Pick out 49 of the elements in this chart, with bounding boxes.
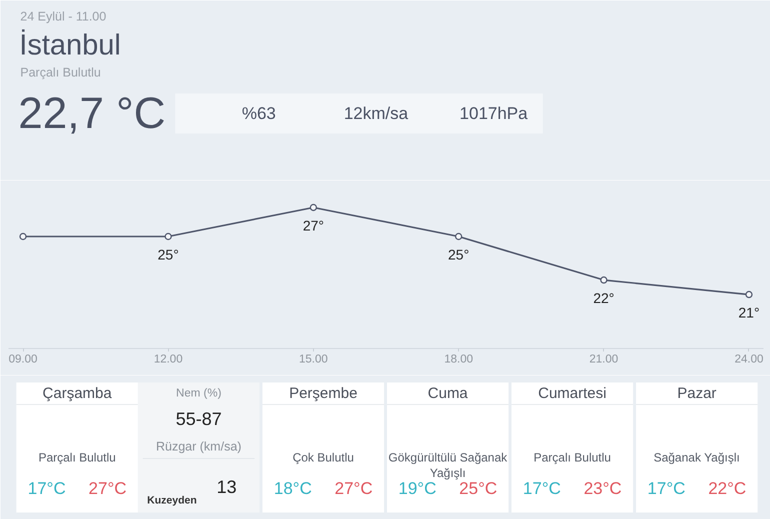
text: %63: [242, 104, 276, 123]
x-tick-label: 21.00: [589, 354, 618, 366]
text: 17°C: [28, 479, 66, 498]
text: Sağanak Yağışlı: [654, 450, 740, 464]
text: Parçalı Bulutlu: [534, 450, 611, 464]
text: 22,7 °C: [18, 89, 166, 138]
text: Kuzeyden: [147, 494, 197, 506]
x-tick-label: 15.00: [299, 354, 328, 366]
data-label: 27°: [302, 217, 324, 234]
text: Nem (%): [176, 388, 222, 400]
text: Parçalı Bulutlu: [20, 66, 101, 80]
text: Cumartesi: [538, 385, 606, 402]
text: Cuma: [428, 385, 468, 402]
text: Pazar: [677, 385, 716, 402]
text: 17°C: [647, 479, 686, 498]
x-tick-label: 12.00: [154, 354, 183, 366]
point: [164, 232, 172, 240]
text: 17°C: [522, 479, 561, 498]
x-tick-label: 09.00: [8, 354, 38, 366]
text: Rüzgar (km/sa): [156, 440, 242, 454]
text: 27°C: [88, 479, 127, 498]
text: 19°C: [398, 479, 436, 498]
point: [600, 276, 608, 284]
x-tick-label: 18.00: [444, 354, 473, 366]
point: [310, 204, 318, 212]
text: 22°C: [708, 479, 746, 498]
text: 25°C: [459, 479, 498, 498]
point: [745, 290, 753, 298]
text: İstanbul: [19, 28, 121, 62]
text: 27°C: [334, 479, 373, 498]
data-label: 25°: [158, 246, 179, 262]
data-label: 21°: [738, 304, 760, 321]
text: 23°C: [584, 479, 622, 498]
text: Çok Bulutlu: [292, 450, 354, 464]
text: Gökgürültülü Sağanak Yağışlı: [388, 450, 508, 480]
text: Parçalı Bulutlu: [38, 450, 116, 464]
text: 13: [216, 477, 237, 497]
point: [454, 232, 462, 240]
data-label: 22°: [593, 290, 614, 306]
text: 24 Eylül - 11.00: [20, 10, 106, 24]
text: 55-87: [176, 409, 222, 429]
text: 12km/sa: [344, 104, 409, 123]
x-tick-label: 24.00: [734, 354, 764, 366]
text: Perşembe: [289, 385, 358, 402]
text: 1017hPa: [460, 104, 528, 123]
point: [19, 232, 27, 240]
text: 18°C: [274, 479, 312, 498]
data-label: 25°: [448, 246, 470, 262]
text: Çarşamba: [42, 385, 112, 402]
